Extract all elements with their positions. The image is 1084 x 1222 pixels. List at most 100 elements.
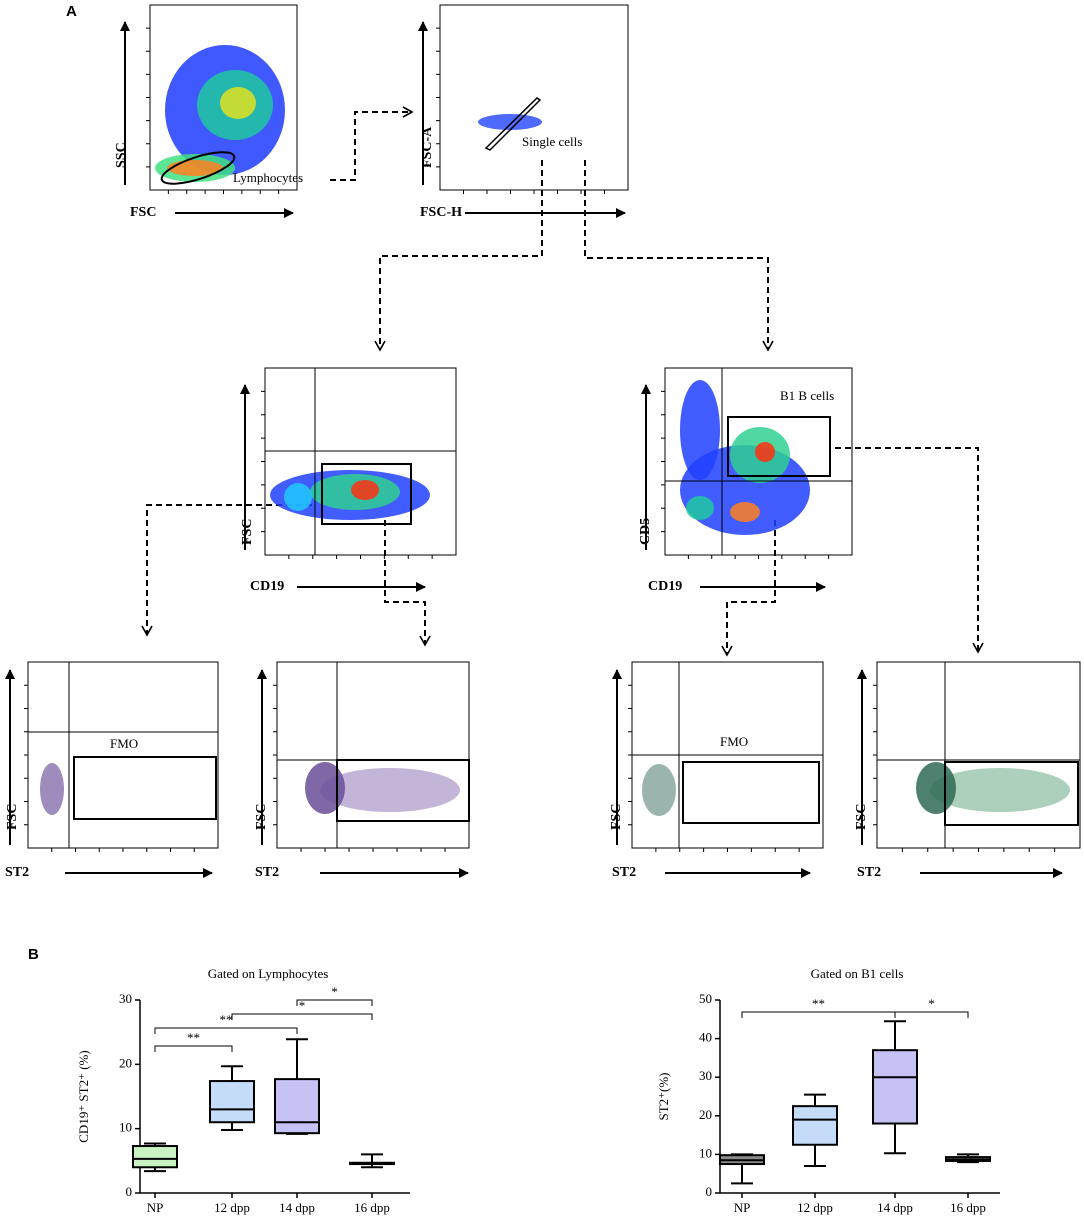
flow-plot: ST2 FSC FMO (609, 661, 824, 880)
cell-density (642, 764, 676, 816)
x-axis-label: CD19 (250, 579, 284, 594)
y-tick-label: 20 (699, 1107, 712, 1122)
y-axis-label: CD19⁺ ST2⁺ (%) (76, 1050, 91, 1142)
flow-plot: CD19 FSC (240, 367, 457, 594)
x-axis-label: FSC (130, 205, 156, 220)
cell-density (40, 763, 64, 815)
x-tick-label: NP (734, 1200, 751, 1215)
x-axis-label: ST2 (612, 865, 636, 880)
x-tick-label: 12 dpp (797, 1200, 833, 1215)
x-axis-label: ST2 (5, 865, 29, 880)
gate (682, 761, 820, 824)
cell-density (305, 762, 345, 814)
significance-label: ** (187, 1030, 200, 1045)
box (132, 1145, 178, 1169)
gate (336, 759, 470, 822)
y-axis-label: FSC (254, 804, 269, 830)
significance-bracket (894, 1011, 969, 1018)
gating-arrow (141, 504, 312, 637)
y-axis-label: SSC (114, 142, 129, 168)
plot-frame (876, 661, 1081, 849)
gate (321, 463, 412, 525)
significance-label: * (299, 998, 306, 1013)
cell-density (686, 496, 714, 520)
x-axis-label: ST2 (255, 865, 279, 880)
significance-label: * (331, 984, 338, 999)
gating-arrow (384, 520, 431, 647)
significance-bracket (741, 1011, 896, 1018)
x-axis-label: ST2 (857, 865, 881, 880)
plot-frame (264, 367, 457, 556)
y-axis-label: CD5 (638, 518, 653, 545)
gate-label: FMO (110, 736, 138, 751)
y-axis-label: FSC (5, 804, 20, 830)
gate-label: B1 B cells (780, 388, 834, 403)
box (872, 1049, 918, 1125)
significance-label: ** (220, 1012, 233, 1027)
y-tick-label: 10 (699, 1145, 712, 1160)
significance-bracket (154, 1027, 298, 1034)
y-axis-label: ST2⁺(%) (656, 1072, 671, 1120)
gating-arrow (374, 160, 543, 352)
chart-title: Gated on B1 cells (811, 966, 904, 981)
cell-density (167, 160, 223, 176)
x-tick-label: NP (147, 1200, 164, 1215)
y-tick-label: 50 (699, 991, 712, 1006)
cell-density (284, 483, 312, 511)
x-tick-label: 12 dpp (214, 1200, 250, 1215)
significance-bracket (154, 1045, 233, 1052)
gate (73, 756, 217, 820)
y-tick-label: 10 (119, 1120, 132, 1135)
plot-frame (27, 661, 219, 849)
y-axis-label: FSC (609, 804, 624, 830)
box (274, 1078, 320, 1135)
y-axis-label: FSC-A (420, 126, 435, 168)
gating-arrow (330, 106, 414, 181)
cell-density (730, 502, 760, 522)
flow-plot: FSC-H FSC-A Single cells (418, 4, 629, 220)
gate-label: Lymphocytes (233, 170, 303, 185)
gating-arrow (721, 520, 776, 657)
box (792, 1105, 838, 1146)
y-tick-label: 0 (126, 1184, 133, 1199)
gating-arrows (141, 106, 984, 657)
gate (484, 97, 542, 151)
panel-label: B (28, 946, 39, 963)
gating-arrow (584, 160, 774, 352)
significance-label: * (928, 996, 935, 1011)
plot-frame (439, 4, 629, 191)
gate-label: FMO (720, 734, 748, 749)
y-tick-label: 20 (119, 1055, 132, 1070)
x-tick-label: 16 dpp (950, 1200, 986, 1215)
flow-plot: ST2 FSC (254, 661, 470, 880)
significance-label: ** (812, 996, 825, 1011)
panel-label: A (66, 3, 77, 20)
x-tick-label: 14 dpp (279, 1200, 315, 1215)
box (209, 1080, 255, 1124)
gating-arrow (835, 447, 984, 654)
y-tick-label: 0 (706, 1184, 713, 1199)
gate (727, 416, 831, 477)
y-tick-label: 40 (699, 1030, 712, 1045)
y-tick-label: 30 (699, 1068, 712, 1083)
cell-density (755, 442, 775, 462)
flow-plot: CD19 CD5 B1 B cells (638, 367, 853, 594)
cell-density (320, 768, 460, 812)
gate (944, 761, 1079, 826)
y-axis-label: FSC (854, 804, 869, 830)
x-tick-label: 14 dpp (877, 1200, 913, 1215)
flow-plot: ST2 FSC (854, 661, 1081, 880)
chart-title: Gated on Lymphocytes (208, 966, 329, 981)
cell-density (220, 87, 256, 119)
x-axis-label: CD19 (648, 579, 682, 594)
gate-label: Single cells (522, 134, 582, 149)
flow-plot: FSC SSC Lymphocytes (114, 4, 303, 220)
y-tick-label: 30 (119, 991, 132, 1006)
gate (160, 151, 236, 185)
significance-bracket (296, 999, 373, 1006)
y-axis-label: FSC (240, 519, 255, 545)
cell-density (351, 480, 379, 500)
x-axis-label: FSC-H (420, 205, 462, 220)
cell-density (930, 768, 1070, 812)
